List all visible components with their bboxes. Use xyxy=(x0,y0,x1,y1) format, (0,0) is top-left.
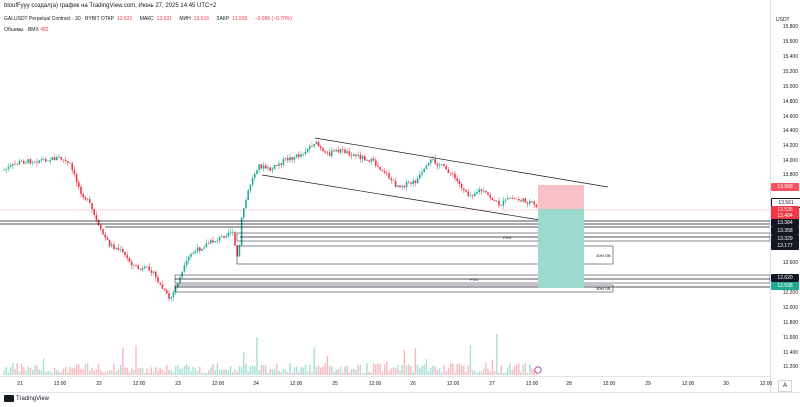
time-tick: 23 xyxy=(175,381,181,387)
price-tick: 11.200 xyxy=(783,364,798,370)
chart-canvas[interactable]: FVG FVG 30M OB 30M OB xyxy=(0,0,771,392)
price-tick: 12.600 xyxy=(782,260,798,266)
price-label: 12.508 xyxy=(771,282,799,290)
time-tick: 12:00 xyxy=(681,381,695,387)
time-tick: 12:00 xyxy=(211,381,225,387)
volume-label: Объемы · BMX xyxy=(4,27,39,33)
price-tick: 15.800 xyxy=(782,24,798,30)
time-tick: 21 xyxy=(17,381,23,387)
dividend-marker-icon[interactable] xyxy=(534,366,542,374)
price-label: 13.358 xyxy=(771,227,799,235)
price-tick: 14.200 xyxy=(782,143,798,149)
price-tick: 11.800 xyxy=(783,320,798,326)
time-tick: 26 xyxy=(410,381,416,387)
order-block-upper[interactable] xyxy=(236,245,614,265)
price-tick: 15.600 xyxy=(782,39,798,45)
time-tick: 28 xyxy=(566,381,572,387)
price-tick: 13.800 xyxy=(782,172,798,178)
fvg-label-lower: FVG xyxy=(470,277,478,282)
footer: TradingView xyxy=(0,392,800,407)
order-block-lower[interactable] xyxy=(174,284,614,293)
price-label: 13.535 xyxy=(771,206,799,214)
tradingview-logo[interactable]: TradingView xyxy=(4,395,49,402)
time-tick: 22 xyxy=(96,381,102,387)
time-tick: 24 xyxy=(253,381,259,387)
author-line: bloufFyyy создал(а) график на TradingVie… xyxy=(4,3,217,9)
time-tick: 12:00 xyxy=(368,381,382,387)
candles xyxy=(3,140,538,302)
currency-label: USDT xyxy=(776,17,790,23)
time-tick: 12:00 xyxy=(132,381,146,387)
price-label: 12.620 xyxy=(771,274,799,282)
order-block-lower-label: 30M OB xyxy=(596,286,611,291)
volume-value: 482 xyxy=(40,27,49,33)
short-stop-zone[interactable] xyxy=(538,185,584,209)
price-tick: 11.400 xyxy=(783,350,798,356)
chart-legend: bloufFyyy создал(а) график на TradingVie… xyxy=(0,0,770,40)
price-tick: 14.000 xyxy=(782,158,798,164)
price-tick: 12.000 xyxy=(782,305,798,311)
auto-scale-button[interactable]: A xyxy=(778,380,792,392)
time-tick: 27 xyxy=(489,381,495,387)
time-tick: 12:00 xyxy=(525,381,539,387)
symbol-name[interactable]: GALUSDT Perpetual Contract · 30 · BYBIT xyxy=(4,16,100,22)
price-label: 13.484 xyxy=(771,212,799,220)
time-axis[interactable]: 21 12:00 22 12:00 23 12:00 24 12:00 25 12:00 26 12:… xyxy=(0,376,773,393)
price-tick: 15.200 xyxy=(782,69,798,75)
price-change: −0.096 (−0.70%) xyxy=(254,16,292,22)
volume-bars xyxy=(3,334,538,375)
short-target-zone[interactable] xyxy=(538,209,584,288)
time-tick: 12:00 xyxy=(53,381,67,387)
price-tick: 14.600 xyxy=(782,114,798,120)
price-label: 13.329 xyxy=(771,235,799,243)
price-axis[interactable]: 15.800 15.600 15.400 15.200 15.000 14.800 14.6… xyxy=(770,0,800,392)
time-tick: 25 xyxy=(332,381,338,387)
price-tick: 12.200 xyxy=(782,290,798,296)
symbol-line: GALUSDT Perpetual Contract · 30 · BYBIT … xyxy=(4,16,295,22)
brand-name: TradingView xyxy=(16,395,50,402)
time-tick: 12:00 xyxy=(446,381,460,387)
ohlc-values: ОТКР 13.631 МАКС 13.631 МИН 13.516 ЗАКР 13.5… xyxy=(100,16,292,22)
time-tick: 12:00 xyxy=(289,381,303,387)
price-tick: 14.800 xyxy=(782,99,798,105)
time-tick: 12:00 xyxy=(759,381,773,387)
order-block-upper-label: 30M OB xyxy=(596,253,611,258)
price-tick: 14.400 xyxy=(782,128,798,134)
price-label: 13.177 xyxy=(771,242,799,250)
price-tick: 11.600 xyxy=(783,335,798,341)
time-tick: 30 xyxy=(723,381,729,387)
price-label: 13.384 xyxy=(771,219,799,227)
fvg-label-upper: FVG xyxy=(503,235,511,240)
time-tick: 12:00 xyxy=(602,381,616,387)
chart-plot-area[interactable]: FVG FVG 30M OB 30M OB xyxy=(0,0,771,392)
time-tick: 29 xyxy=(645,381,651,387)
price-tick: 15.400 xyxy=(782,54,798,60)
tradingview-logo-icon xyxy=(4,395,14,402)
volume-legend[interactable]: Объемы · BMX 482 xyxy=(4,27,49,33)
channel-upper-line[interactable] xyxy=(314,137,609,188)
price-tick: 15.000 xyxy=(782,84,798,90)
price-label: 13.968 xyxy=(771,183,799,191)
channel-lower-line[interactable] xyxy=(261,174,541,221)
